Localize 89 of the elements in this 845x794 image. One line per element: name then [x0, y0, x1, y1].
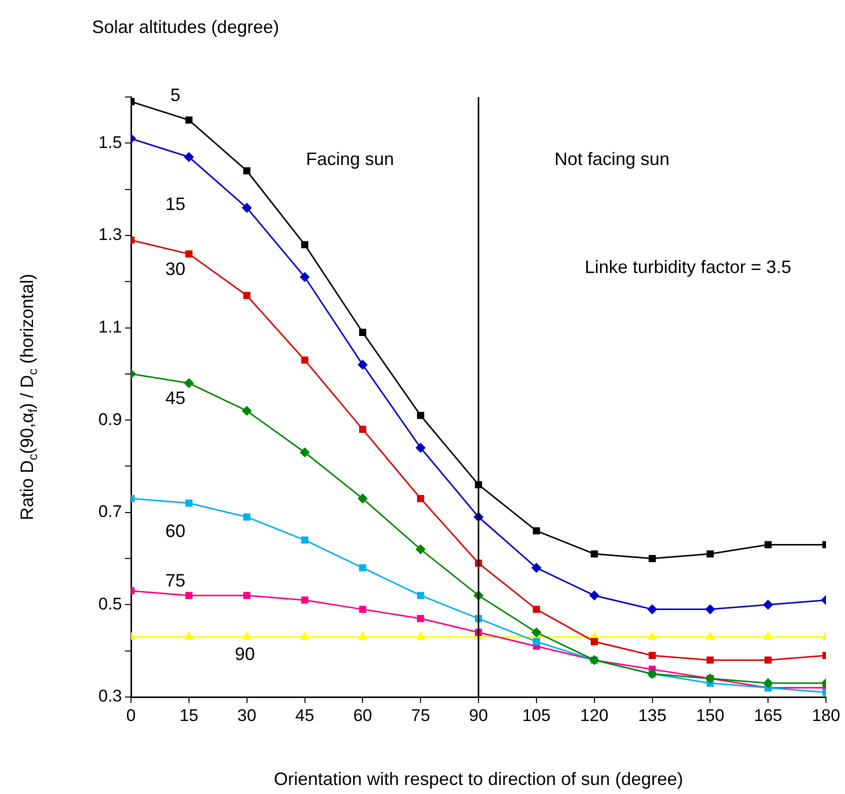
- annotation: Facing sun: [306, 148, 394, 169]
- series-label: 15: [165, 194, 186, 214]
- point: [532, 638, 540, 646]
- point: [532, 606, 540, 613]
- x-tick-label: 30: [237, 706, 256, 725]
- y-tick-label: 1.5: [98, 132, 122, 152]
- point: [359, 426, 366, 433]
- point: [763, 600, 773, 610]
- y-tick-label: 1.3: [98, 225, 122, 244]
- point: [417, 412, 424, 420]
- series-label: 90: [234, 644, 255, 664]
- point: [764, 656, 772, 664]
- point: [706, 632, 714, 640]
- series-label: 75: [165, 570, 186, 590]
- point: [358, 360, 368, 370]
- point: [243, 167, 250, 174]
- point: [184, 632, 194, 640]
- point: [706, 550, 714, 558]
- x-tick-label: 105: [522, 706, 551, 725]
- x-tick-label: 165: [754, 706, 782, 725]
- legend-label: 5: [170, 85, 180, 106]
- x-tick-label: 180: [812, 706, 840, 725]
- point: [706, 656, 714, 664]
- point: [417, 494, 424, 502]
- point: [184, 378, 194, 388]
- point: [416, 443, 426, 453]
- point: [300, 448, 310, 458]
- point: [359, 564, 366, 572]
- point: [301, 241, 308, 248]
- annotation: Not facing sun: [554, 148, 670, 169]
- x-axis-title: Orientation with respect to direction of sun (degree): [274, 768, 684, 789]
- point: [185, 592, 192, 600]
- point: [705, 604, 715, 614]
- point: [648, 652, 656, 660]
- y-axis-title: Ratio Dc(90,αf) / Dc (horizontal): [16, 274, 40, 520]
- y-tick-label: 0.3: [98, 686, 122, 706]
- point: [359, 606, 366, 613]
- point: [301, 596, 308, 604]
- point: [185, 500, 192, 507]
- x-tick-label: 15: [179, 706, 198, 725]
- point: [301, 536, 308, 544]
- point: [648, 554, 656, 562]
- point: [417, 592, 424, 600]
- point: [242, 203, 252, 213]
- y-tick-label: 0.5: [98, 594, 122, 614]
- point: [243, 513, 250, 521]
- point: [590, 590, 600, 600]
- series-label: 30: [165, 258, 186, 279]
- y-tick-label: 0.9: [98, 410, 122, 429]
- annotation: Linke turbidity factor = 3.5: [584, 256, 792, 277]
- x-tick-label: 75: [411, 706, 430, 725]
- point: [764, 541, 772, 548]
- x-tick-label: 120: [580, 706, 609, 725]
- point: [532, 527, 540, 534]
- point: [185, 116, 192, 124]
- point: [764, 632, 772, 640]
- point: [359, 328, 366, 336]
- point: [358, 632, 367, 640]
- series-label: 45: [165, 388, 186, 408]
- point: [416, 632, 425, 640]
- point: [301, 356, 308, 364]
- point: [417, 614, 424, 622]
- point: [590, 638, 598, 646]
- x-tick-label: 60: [353, 706, 372, 725]
- point: [590, 550, 598, 558]
- x-tick-label: 0: [126, 706, 136, 725]
- point: [416, 544, 426, 554]
- point: [532, 563, 542, 573]
- point: [243, 292, 250, 300]
- point: [242, 632, 252, 640]
- point: [358, 494, 368, 504]
- point: [648, 604, 657, 614]
- y-tick-label: 1.1: [98, 317, 122, 336]
- point: [648, 632, 656, 640]
- point: [532, 628, 542, 638]
- point: [763, 678, 773, 688]
- point: [300, 272, 310, 282]
- x-tick-label: 135: [638, 706, 666, 725]
- x-tick-label: 45: [295, 706, 314, 725]
- point: [243, 592, 250, 600]
- point: [242, 406, 252, 416]
- point: [184, 152, 194, 162]
- chart-title: Solar altitudes (degree): [92, 16, 280, 37]
- point: [185, 250, 192, 258]
- y-tick-label: 0.7: [98, 502, 122, 522]
- point: [300, 632, 309, 640]
- x-tick-label: 90: [469, 706, 488, 725]
- series-label: 60: [165, 521, 186, 542]
- x-tick-label: 150: [696, 706, 724, 725]
